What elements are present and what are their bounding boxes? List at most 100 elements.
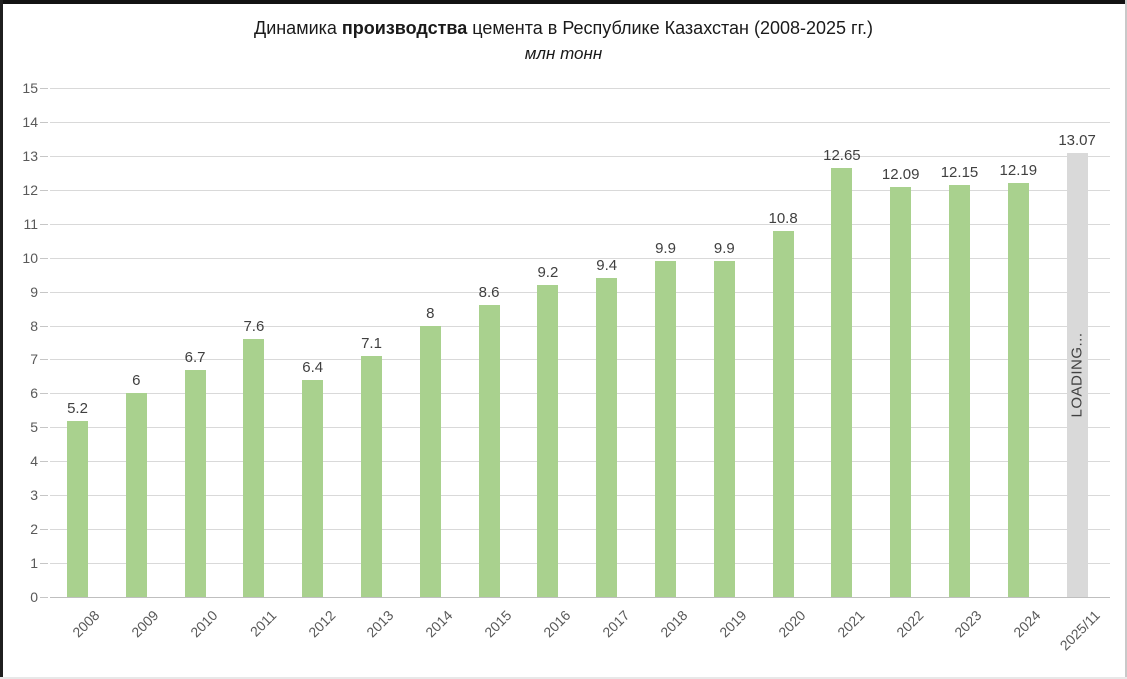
x-axis-tick-label: 2016 [539, 607, 574, 641]
x-axis-tick-label: 2023 [951, 607, 985, 641]
gridline [50, 223, 1110, 225]
bar [596, 278, 618, 597]
bar [361, 356, 382, 597]
y-axis-tick-label: 15 [22, 80, 38, 96]
y-axis-tick-label: 11 [23, 215, 38, 232]
x-axis-tick-label: 2013 [363, 607, 397, 641]
gridline [50, 189, 1110, 191]
y-axis-tick-label: 1 [30, 555, 38, 572]
bar-value-label: 13.07 [1058, 132, 1096, 150]
bar-value-label: 8 [426, 304, 435, 322]
y-axis-tick-label: 14 [22, 113, 38, 130]
bar-value-label: 6 [132, 372, 141, 390]
bar [772, 230, 794, 597]
y-axis-tick [40, 291, 48, 293]
chart-header: Динамика производства цемента в Республи… [0, 15, 1127, 67]
x-axis-tick-label: 2022 [892, 607, 927, 641]
bar [125, 393, 147, 597]
x-axis-tick-label: 2020 [775, 607, 809, 641]
bar [302, 379, 324, 597]
y-axis-tick-label: 5 [30, 419, 38, 436]
x-axis-tick-label: 2015 [481, 607, 515, 641]
gridline [50, 257, 1110, 259]
y-axis-tick [40, 155, 48, 157]
y-axis-tick-label: 8 [30, 317, 38, 334]
y-axis-tick-label: 0 [30, 589, 38, 605]
gridline [50, 529, 1110, 531]
y-axis-tick-label: 13 [22, 147, 38, 164]
chart-title-prefix: Динамика [254, 18, 342, 38]
bar-value-label: 12.15 [940, 163, 979, 181]
x-axis-line [50, 597, 1110, 598]
y-axis-tick [40, 359, 48, 361]
x-axis-tick-label: 2019 [716, 607, 750, 641]
gridline [50, 121, 1110, 123]
bar-loading: LOADING... [1066, 153, 1088, 597]
y-axis-tick [40, 427, 48, 429]
y-axis-tick-label: 9 [30, 283, 38, 300]
x-axis-tick-label: 2021 [833, 607, 868, 641]
bar [419, 325, 441, 597]
y-axis-tick-label: 10 [22, 249, 38, 266]
bar-value-label: 7.6 [243, 318, 265, 336]
gridline [50, 495, 1110, 497]
y-axis-tick [40, 529, 48, 531]
bar [655, 261, 676, 597]
chart-title-bold: производства [341, 18, 468, 38]
bar-value-label: 7.1 [361, 335, 382, 353]
y-axis-tick [40, 88, 48, 89]
y-axis-tick [40, 325, 48, 327]
chart-title-suffix: цемента в Республике Казахстан (2008-202… [467, 18, 873, 38]
chart-title: Динамика производства цемента в Республи… [0, 15, 1127, 41]
chart-subtitle-units: млн тонн [524, 44, 603, 63]
bar [1007, 183, 1029, 597]
y-axis-tick [40, 257, 48, 259]
x-axis-tick-label: 2010 [187, 607, 221, 641]
bar-value-label: 9.4 [596, 257, 618, 275]
gridline [50, 155, 1110, 157]
y-axis-tick [40, 461, 48, 463]
x-axis-tick-label: 2009 [128, 607, 162, 641]
x-axis-tick-label: 2018 [657, 607, 691, 641]
window-border-right [1125, 0, 1127, 679]
bar-value-label: 6.4 [302, 358, 324, 376]
bar-value-label: 12.65 [823, 146, 861, 164]
y-axis-tick [40, 393, 48, 395]
bar-value-label: 12.09 [881, 165, 920, 183]
bar [949, 184, 970, 597]
y-axis-tick-label: 6 [30, 385, 38, 402]
bar [713, 261, 735, 597]
x-axis-tick-label: 2017 [598, 607, 633, 641]
x-axis-tick-label: 2025/11 [1056, 607, 1103, 654]
gridline [50, 461, 1110, 463]
y-axis-tick [40, 223, 48, 225]
bar-value-label: 6.7 [184, 348, 206, 366]
bar [478, 305, 500, 597]
gridline [50, 325, 1110, 327]
x-axis-tick-label: 2008 [69, 607, 103, 641]
y-axis-tick-label: 3 [30, 487, 38, 504]
bar-value-label: 5.2 [67, 399, 88, 417]
y-axis-tick-label: 2 [30, 521, 38, 538]
gridline [50, 291, 1110, 293]
bar-value-label: 9.9 [713, 240, 735, 258]
gridline [50, 88, 1110, 89]
y-axis-tick [40, 121, 48, 123]
x-axis-tick-label: 2024 [1010, 607, 1044, 641]
y-axis-tick [40, 563, 48, 565]
y-axis-tick-label: 12 [22, 181, 38, 198]
bar-value-label: 12.19 [999, 162, 1038, 180]
window-border-bottom [0, 677, 1127, 679]
y-axis-tick [40, 189, 48, 191]
gridline [50, 427, 1110, 429]
bar [831, 167, 853, 597]
gridline [50, 359, 1110, 361]
window-border-left [0, 0, 3, 679]
x-axis-tick-label: 2014 [422, 607, 456, 641]
y-axis-tick-label: 7 [30, 351, 38, 368]
bar-value-label: 8.6 [478, 284, 500, 302]
bar [67, 420, 88, 597]
y-axis-tick-label: 4 [30, 453, 38, 470]
